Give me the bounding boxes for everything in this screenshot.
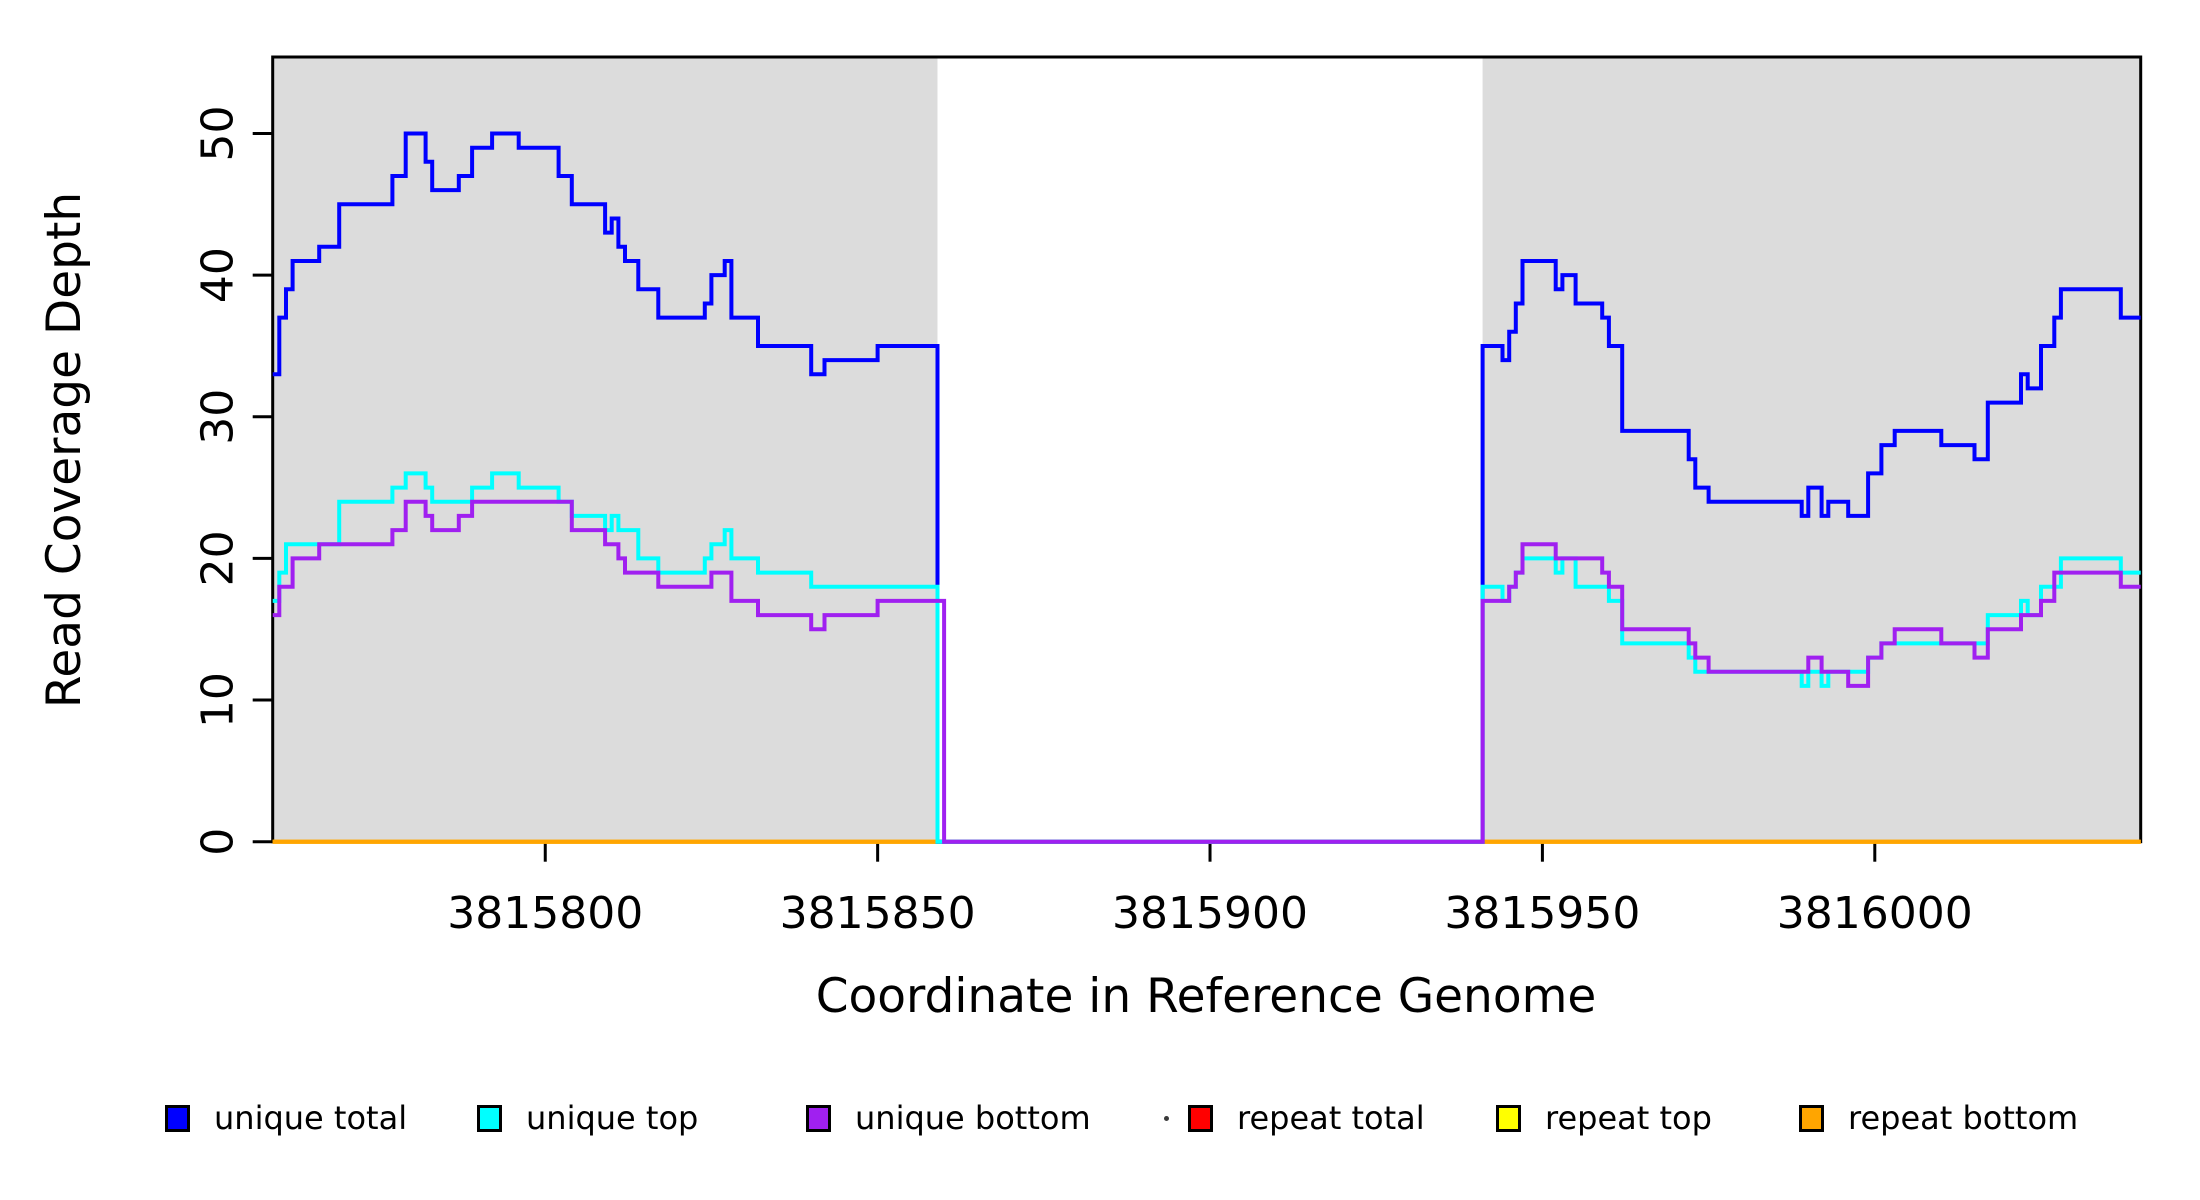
x-tick-label: 3815950 bbox=[1444, 888, 1640, 939]
legend-entry-repeat-top: repeat top bbox=[1496, 1090, 1712, 1146]
stray-dot-artifact bbox=[1164, 1116, 1169, 1121]
legend-label: unique bottom bbox=[855, 1099, 1091, 1137]
legend-entry-repeat-total: repeat total bbox=[1188, 1090, 1425, 1146]
y-tick-label: 50 bbox=[193, 105, 244, 161]
x-tick-label: 3815850 bbox=[780, 888, 976, 939]
legend-label: repeat top bbox=[1545, 1099, 1712, 1137]
series-unique-bottom bbox=[272, 499, 2141, 844]
y-axis-ticks: 0 10 20 30 40 50 bbox=[193, 105, 273, 856]
legend-entry-unique-total: unique total bbox=[165, 1090, 407, 1146]
legend-entry-unique-bottom: unique bottom bbox=[806, 1090, 1091, 1146]
unique-bottom-swatch-icon bbox=[806, 1104, 831, 1132]
repeat-top-swatch-icon bbox=[1496, 1104, 1521, 1132]
y-axis-title: Read Coverage Depth bbox=[37, 192, 92, 708]
y-tick-label: 30 bbox=[193, 389, 244, 445]
y-tick-label: 20 bbox=[193, 530, 244, 586]
x-tick-label: 3815900 bbox=[1112, 888, 1308, 939]
shaded-region bbox=[1482, 57, 2141, 842]
legend-label: unique total bbox=[214, 1099, 408, 1137]
legend: unique total unique top unique bottom re… bbox=[0, 1090, 2200, 1150]
coverage-chart: 3815800 3815850 3815900 3815950 3816000 0 10 2… bbox=[37, 55, 2143, 1024]
legend-label: unique top bbox=[526, 1099, 699, 1137]
unique-top-swatch-icon bbox=[477, 1104, 502, 1132]
legend-entry-repeat-bottom: repeat bottom bbox=[1799, 1090, 2078, 1146]
shaded-region bbox=[272, 57, 938, 842]
unique-total-swatch-icon bbox=[165, 1104, 190, 1132]
x-tick-label: 3816000 bbox=[1777, 888, 1973, 939]
legend-label: repeat total bbox=[1237, 1099, 1425, 1137]
y-tick-label: 40 bbox=[193, 247, 244, 303]
x-tick-label: 3815800 bbox=[447, 888, 643, 939]
series-lines bbox=[272, 131, 2141, 844]
x-axis-ticks: 3815800 3815850 3815900 3815950 3816000 bbox=[447, 841, 1973, 939]
shaded-regions bbox=[272, 57, 2141, 842]
legend-entry-unique-top: unique top bbox=[477, 1090, 698, 1146]
y-tick-label: 10 bbox=[193, 672, 244, 728]
repeat-bottom-swatch-icon bbox=[1799, 1104, 1824, 1132]
legend-label: repeat bottom bbox=[1848, 1099, 2079, 1137]
x-axis-title: Coordinate in Reference Genome bbox=[816, 969, 1597, 1024]
y-tick-label: 0 bbox=[193, 828, 244, 856]
repeat-total-swatch-icon bbox=[1188, 1104, 1213, 1132]
